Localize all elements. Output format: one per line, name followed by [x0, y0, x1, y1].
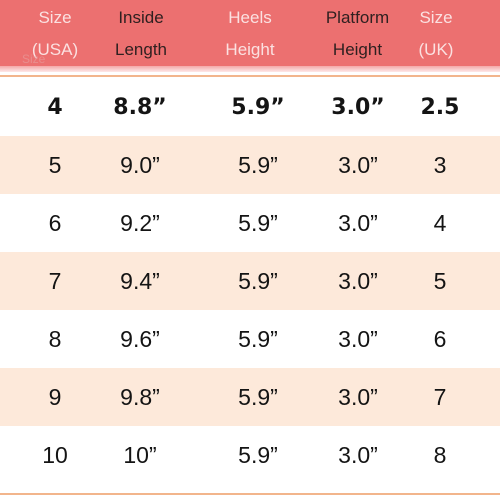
cell-inside-length: 9.6”: [120, 325, 160, 352]
header-size-uk: Size (UK): [405, 0, 467, 66]
table-row: 7 9.4” 5.9” 3.0” 5: [0, 252, 500, 310]
cell-platform-height: 3.0”: [338, 267, 378, 294]
cell-heels-height: 5.9”: [238, 151, 278, 178]
cell-platform-height: 3.0”: [338, 383, 378, 410]
cell-heels-height: 5.9”: [238, 383, 278, 410]
header-label-line1: Heels: [228, 8, 272, 27]
table-row: 6 9.2” 5.9” 3.0” 4: [0, 194, 500, 252]
cell-platform-height: 3.0”: [338, 209, 378, 236]
cell-size-usa: 6: [48, 209, 62, 236]
table-header: Size (USA) Inside Length Heels Height Pl…: [0, 0, 500, 66]
cell-size-uk: 3: [433, 151, 447, 178]
cell-inside-length: 9.8”: [120, 383, 160, 410]
cell-size-uk: 8: [433, 441, 447, 468]
cell-size-usa: 4: [47, 94, 63, 120]
cell-platform-height: 3.0”: [338, 441, 378, 468]
cell-size-usa: 10: [42, 441, 68, 468]
cell-size-usa: 5: [48, 151, 62, 178]
cell-platform-height: 3.0”: [331, 94, 385, 120]
cell-size-usa: 8: [48, 325, 62, 352]
cell-inside-length: 9.0”: [120, 151, 160, 178]
cell-heels-height: 5.9”: [231, 94, 285, 120]
table-row: 8 9.6” 5.9” 3.0” 6: [0, 310, 500, 368]
header-inside-length: Inside Length: [100, 0, 182, 66]
header-rule: [0, 75, 500, 77]
cell-size-usa: 7: [48, 267, 62, 294]
header-label-line2: Height: [225, 40, 275, 59]
header-platform-height: Platform Height: [310, 0, 405, 66]
header-size-usa: Size (USA): [15, 0, 95, 66]
table-row: 9 9.8” 5.9” 3.0” 7: [0, 368, 500, 426]
cell-platform-height: 3.0”: [338, 151, 378, 178]
cell-size-uk: 4: [433, 209, 447, 236]
cell-heels-height: 5.9”: [238, 267, 278, 294]
header-label-line1: Size: [38, 8, 72, 27]
cell-size-uk: 7: [433, 383, 447, 410]
header-label-line1: Size: [419, 8, 453, 27]
cell-inside-length: 10”: [123, 441, 157, 468]
cell-inside-length: 8.8”: [113, 94, 167, 120]
header-shadow: [0, 66, 500, 72]
cell-size-uk: 6: [433, 325, 447, 352]
bottom-rule: [0, 493, 500, 495]
cell-heels-height: 5.9”: [238, 209, 278, 236]
header-label-line1: Inside: [118, 8, 164, 27]
cell-inside-length: 9.2”: [120, 209, 160, 236]
cell-size-uk: 2.5: [420, 94, 460, 120]
header-label-line2: (UK): [418, 40, 454, 59]
ghost-size-label: Size: [22, 52, 46, 66]
header-heels-height: Heels Height: [205, 0, 295, 66]
table-row: 5 9.0” 5.9” 3.0” 3: [0, 136, 500, 194]
cell-platform-height: 3.0”: [338, 325, 378, 352]
header-label-line1: Platform: [325, 8, 390, 27]
table-row: 4 8.8” 5.9” 3.0” 2.5: [0, 78, 500, 136]
cell-heels-height: 5.9”: [238, 325, 278, 352]
header-label-line2: (USA): [31, 40, 79, 59]
cell-size-usa: 9: [48, 383, 62, 410]
header-label-line2: Length: [115, 40, 167, 59]
cell-inside-length: 9.4”: [120, 267, 160, 294]
cell-size-uk: 5: [433, 267, 447, 294]
cell-heels-height: 5.9”: [238, 441, 278, 468]
header-label-line2: Height: [332, 40, 383, 59]
table-row: 10 10” 5.9” 3.0” 8: [0, 426, 500, 484]
